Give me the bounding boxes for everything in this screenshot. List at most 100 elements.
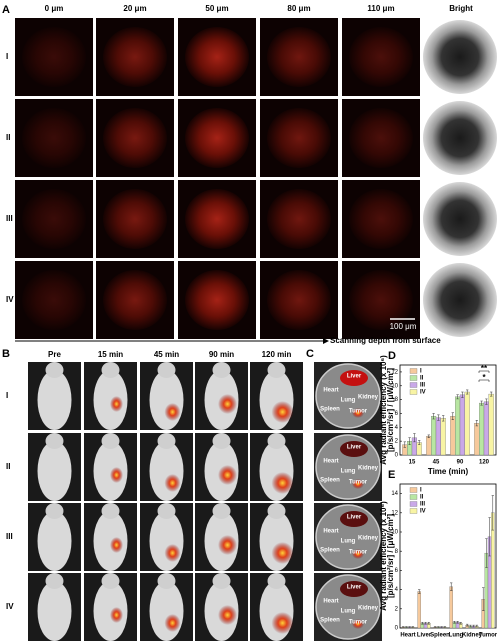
error-bar <box>403 441 406 448</box>
organ-label: Liver <box>347 374 362 380</box>
mouse-body <box>37 370 72 430</box>
y-axis-label: Avg radiant efficiency (x 10⁶) <box>379 501 388 611</box>
signal <box>218 394 237 414</box>
fluorescence-signal <box>22 189 86 249</box>
y-tick-label: 10 <box>391 530 398 536</box>
y-tick-label: 2 <box>395 606 399 612</box>
mouse-head <box>45 433 64 449</box>
error-bar <box>434 626 437 628</box>
spheroid <box>423 182 497 256</box>
organ-label: Lung <box>341 609 356 615</box>
y-tick-label: 8 <box>395 397 399 403</box>
panel-letter: C <box>306 348 314 360</box>
y-tick-label: 4 <box>395 425 399 431</box>
error-bar <box>411 626 414 628</box>
mouse-head <box>101 503 120 519</box>
y-tick-label: 4 <box>395 587 399 593</box>
organ-label: Spleen <box>320 407 340 413</box>
y-tick-label: 8 <box>395 549 399 555</box>
error-bar <box>475 420 478 427</box>
y-tick-label: 0 <box>395 453 399 459</box>
row-label: II <box>6 133 10 142</box>
column-header: 80 μm <box>287 4 310 13</box>
bar <box>431 416 437 456</box>
fluorescence-signal <box>349 270 413 330</box>
legend-swatch <box>409 368 418 374</box>
mouse-head <box>45 503 64 519</box>
x-tick-label: Lung <box>449 633 464 639</box>
x-tick-label: 120 <box>479 460 490 466</box>
fluorescence-signal <box>267 189 331 249</box>
bar <box>450 416 456 456</box>
error-bar <box>437 626 440 628</box>
mouse-head <box>101 362 120 378</box>
error-bar <box>485 538 488 568</box>
significance-mark: * <box>482 373 486 382</box>
mouse-body <box>93 370 128 430</box>
mouse-body <box>149 370 184 430</box>
row-label: II <box>6 462 10 471</box>
column-header: 50 μm <box>205 4 228 13</box>
column-header: 0 μm <box>45 4 64 13</box>
error-bar <box>461 391 464 398</box>
x-axis-label: Time (min) <box>428 467 469 476</box>
organ-label: Heart <box>323 529 338 535</box>
y-tick-label: 2 <box>395 439 399 445</box>
bar <box>479 402 485 456</box>
organ-label: Kidney <box>358 606 379 612</box>
error-bar <box>485 398 488 405</box>
error-bar <box>437 414 440 421</box>
column-header: 90 min <box>209 350 234 359</box>
error-bar <box>402 626 405 628</box>
fluorescence-signal <box>185 189 249 249</box>
organ-label: Lung <box>341 398 356 404</box>
organ-label: Spleen <box>320 548 340 554</box>
fluorescence-signal <box>349 27 413 87</box>
tumor <box>352 619 364 629</box>
signal <box>164 544 181 562</box>
panel-letter: E <box>388 469 395 481</box>
mouse-body <box>37 511 72 571</box>
legend-swatch <box>409 382 418 388</box>
y-tick-label: 12 <box>391 510 398 516</box>
legend-label: II <box>420 495 424 501</box>
error-bar <box>469 624 472 628</box>
bar <box>474 423 480 456</box>
x-tick-label: Liver <box>417 633 432 639</box>
error-bar <box>475 624 478 628</box>
signal <box>218 605 237 625</box>
fluorescence-signal <box>267 270 331 330</box>
panel-letter: A <box>2 4 10 16</box>
mouse-head <box>267 362 286 378</box>
error-bar <box>450 582 453 591</box>
error-bar <box>442 415 445 422</box>
row-label: III <box>6 532 13 541</box>
fluorescence-signal <box>22 27 86 87</box>
error-bar <box>451 412 454 420</box>
bar <box>417 591 421 629</box>
error-bar <box>421 621 424 625</box>
error-bar <box>491 495 494 531</box>
mouse-head <box>157 433 176 449</box>
mouse-head <box>267 433 286 449</box>
mouse-body <box>37 441 72 501</box>
panel-letter: D <box>388 350 396 362</box>
liver <box>340 441 368 457</box>
mouse-head <box>45 362 64 378</box>
fluorescence-signal <box>349 189 413 249</box>
tumor <box>352 479 364 489</box>
mouse-head <box>157 573 176 589</box>
panel-letter: B <box>2 348 10 360</box>
signal <box>218 465 237 485</box>
error-bar <box>443 626 446 628</box>
error-bar <box>456 621 459 624</box>
mouse-head <box>157 362 176 378</box>
y-tick-label: 14 <box>391 491 398 497</box>
bar <box>488 393 494 456</box>
mouse-body <box>149 581 184 641</box>
signal <box>110 467 123 483</box>
fluorescence-signal <box>267 27 331 87</box>
organ-label: Lung <box>341 539 356 545</box>
signal <box>110 396 123 412</box>
mouse-head <box>45 573 64 589</box>
